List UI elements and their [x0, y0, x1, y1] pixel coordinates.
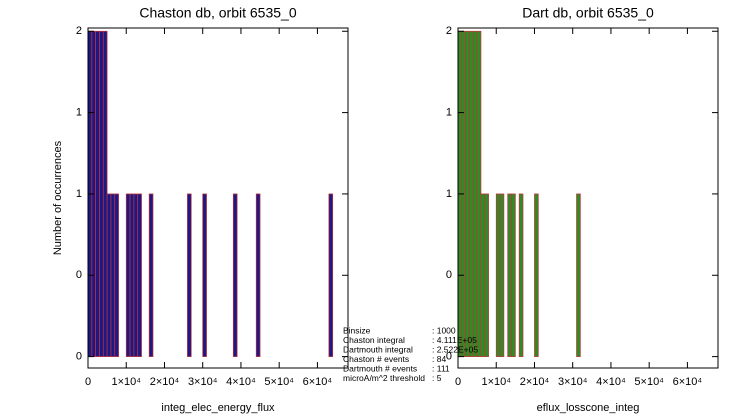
x-tick-label: 5×10⁴	[264, 376, 294, 388]
x-tick-label: 1×10⁴	[481, 376, 511, 388]
bar	[99, 30, 104, 357]
stat-label: microA/m^2 threshold	[343, 373, 425, 383]
stat-label: Binsize	[343, 325, 371, 335]
y-tick-label: 0	[76, 351, 82, 363]
bar	[476, 30, 482, 357]
x-tick-label: 0	[455, 376, 461, 388]
bar	[137, 193, 142, 357]
y-tick-label: 1	[76, 106, 82, 118]
y-tick-label: 1	[446, 188, 452, 200]
bar	[148, 193, 154, 357]
stat-value: : 2.522E+05	[432, 344, 478, 354]
bar	[114, 193, 119, 357]
bar	[480, 193, 486, 357]
x-tick-label: 6×10⁴	[673, 376, 703, 388]
y-axis-label: Number of occurrences	[52, 140, 64, 255]
y-tick-label: 0	[446, 269, 452, 281]
x-tick-label: 2×10⁴	[150, 376, 180, 388]
bar	[469, 30, 474, 357]
x-tick-label: 0	[85, 376, 91, 388]
bar	[465, 30, 470, 357]
chart-title: Chaston db, orbit 6535_0	[139, 5, 296, 21]
bar	[102, 30, 108, 357]
bar	[518, 193, 524, 357]
bar	[472, 30, 478, 357]
x-tick-label: 5×10⁴	[634, 376, 664, 388]
y-tick-label: 1	[446, 106, 452, 118]
bar	[328, 193, 334, 357]
bar	[106, 193, 112, 357]
bar	[133, 193, 139, 357]
bar	[576, 193, 581, 357]
bar	[495, 193, 501, 357]
bar	[232, 193, 238, 357]
bar	[202, 193, 207, 357]
x-tick-label: 3×10⁴	[188, 376, 218, 388]
stat-label: Dartmouth # events	[343, 363, 417, 373]
x-tick-label: 4×10⁴	[226, 376, 256, 388]
bar	[499, 193, 505, 357]
x-tick-label: 2×10⁴	[520, 376, 550, 388]
stat-value: : 1000	[432, 325, 456, 335]
y-tick-label: 1	[76, 188, 82, 200]
stat-value: : 4.111E+05	[432, 335, 477, 345]
x-tick-label: 3×10⁴	[558, 376, 588, 388]
bar	[534, 193, 539, 357]
x-tick-label: 1×10⁴	[111, 376, 141, 388]
x-tick-label: 4×10⁴	[596, 376, 626, 388]
stat-value: : 111	[432, 363, 450, 373]
plot-frame	[457, 27, 719, 369]
stat-label: Chaston integral	[343, 335, 405, 345]
plot-frame	[87, 27, 349, 369]
bar	[129, 193, 135, 357]
x-tick-label: 6×10⁴	[303, 376, 333, 388]
y-tick-label: 2	[446, 25, 452, 37]
chart-title: Dart db, orbit 6535_0	[522, 5, 654, 21]
bar	[125, 193, 131, 357]
y-tick-label: 0	[76, 269, 82, 281]
y-tick-label: 0	[446, 351, 452, 363]
stat-value: : 5	[432, 373, 442, 383]
bar	[95, 30, 100, 357]
bar	[511, 193, 516, 357]
stat-value: : 84	[432, 354, 446, 364]
y-tick-label: 2	[76, 25, 82, 37]
x-axis-label: eflux_losscone_integ	[537, 402, 640, 414]
bar	[484, 193, 489, 357]
stat-label: Dartmouth integral	[343, 344, 413, 354]
x-axis-label: integ_elec_energy_flux	[161, 402, 275, 414]
bar	[255, 193, 261, 357]
bar	[507, 193, 512, 357]
bar	[187, 193, 192, 357]
bar	[110, 193, 116, 357]
stat-label: Chaston # events	[343, 354, 409, 364]
